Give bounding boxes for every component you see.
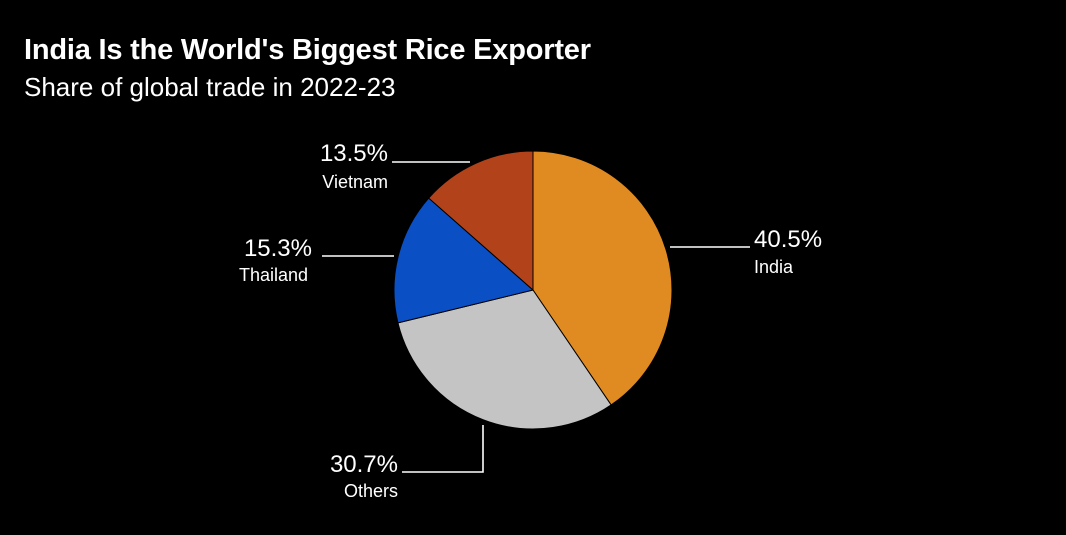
data-label-thailand: 15.3% [244,235,312,262]
data-label-others: 30.7% [330,451,398,478]
category-label-india: India [754,257,794,277]
pie-slices [393,150,673,430]
category-label-others: Others [344,481,398,501]
leader-line-others [402,425,484,473]
pie-slice-vietnam [428,150,534,292]
pie-slice-others [397,289,612,430]
category-label-vietnam: Vietnam [322,172,388,192]
category-label-thailand: Thailand [239,265,308,285]
chart-title: India Is the World's Biggest Rice Export… [24,34,591,66]
pie-slice-india [532,150,673,406]
pie-annotations: 40.5% India 30.7% Others 15.3% Thailand 13.5% V… [239,140,822,501]
data-label-vietnam: 13.5% [320,140,388,167]
pie-slice-thailand [393,197,535,324]
chart-subtitle: Share of global trade in 2022-23 [24,72,396,102]
data-label-india: 40.5% [754,226,822,253]
